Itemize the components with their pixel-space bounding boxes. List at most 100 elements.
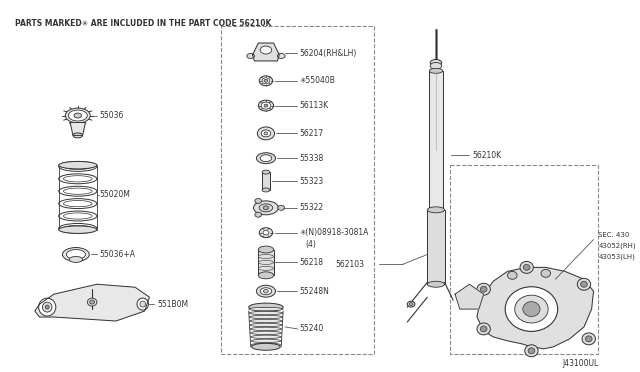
Ellipse shape (262, 170, 269, 174)
Ellipse shape (63, 213, 92, 219)
Ellipse shape (261, 130, 271, 137)
Ellipse shape (67, 250, 85, 259)
Ellipse shape (577, 278, 591, 290)
Ellipse shape (250, 331, 282, 334)
Ellipse shape (528, 348, 535, 354)
Ellipse shape (249, 307, 283, 311)
Ellipse shape (264, 132, 268, 135)
Ellipse shape (87, 298, 97, 306)
Ellipse shape (430, 60, 442, 66)
Ellipse shape (259, 204, 273, 212)
Ellipse shape (263, 206, 269, 210)
Ellipse shape (429, 212, 443, 217)
Text: 56218: 56218 (300, 258, 323, 267)
Ellipse shape (63, 201, 92, 207)
Ellipse shape (257, 127, 275, 140)
Ellipse shape (63, 225, 92, 231)
Ellipse shape (252, 343, 280, 346)
Ellipse shape (409, 303, 413, 306)
Ellipse shape (69, 256, 83, 262)
Text: J43100UL: J43100UL (562, 359, 598, 368)
Text: (4): (4) (305, 240, 316, 249)
Text: 55322: 55322 (300, 203, 323, 212)
Ellipse shape (42, 302, 52, 312)
Ellipse shape (264, 289, 268, 293)
Ellipse shape (254, 308, 278, 312)
Ellipse shape (59, 161, 97, 171)
Text: 551B0M: 551B0M (157, 299, 188, 309)
Polygon shape (253, 43, 279, 61)
Ellipse shape (257, 153, 275, 164)
Text: 562103: 562103 (335, 260, 365, 269)
Ellipse shape (523, 302, 540, 317)
Ellipse shape (582, 333, 595, 345)
Text: SEC. 430: SEC. 430 (598, 232, 630, 238)
Ellipse shape (90, 300, 95, 304)
Text: 55323: 55323 (300, 177, 324, 186)
Text: 56217: 56217 (300, 129, 323, 138)
Ellipse shape (59, 161, 97, 169)
Ellipse shape (251, 339, 281, 343)
Bar (221, 26, 374, 354)
Text: 55036+A: 55036+A (100, 250, 136, 259)
Ellipse shape (520, 262, 533, 273)
Ellipse shape (429, 68, 443, 73)
Ellipse shape (260, 288, 271, 295)
Ellipse shape (250, 315, 282, 319)
Text: 55338: 55338 (300, 154, 324, 163)
Ellipse shape (74, 113, 82, 118)
Ellipse shape (262, 78, 269, 84)
Text: 55020M: 55020M (100, 190, 131, 199)
Bar (259, 250, 273, 275)
Ellipse shape (251, 335, 281, 339)
Ellipse shape (250, 323, 282, 327)
Ellipse shape (59, 174, 97, 184)
Ellipse shape (259, 266, 273, 270)
Ellipse shape (541, 269, 550, 277)
Ellipse shape (259, 272, 273, 279)
Ellipse shape (250, 319, 282, 323)
Text: 56204(RH&LH): 56204(RH&LH) (300, 48, 356, 58)
Polygon shape (477, 267, 593, 349)
Ellipse shape (278, 205, 285, 210)
Text: 55248N: 55248N (300, 287, 329, 296)
Ellipse shape (262, 188, 269, 192)
Ellipse shape (259, 228, 273, 238)
Ellipse shape (68, 110, 87, 121)
Ellipse shape (38, 298, 56, 316)
Ellipse shape (63, 176, 92, 182)
Ellipse shape (264, 79, 268, 82)
Ellipse shape (59, 199, 97, 209)
Ellipse shape (580, 281, 588, 287)
Ellipse shape (264, 104, 268, 107)
Text: 56210K: 56210K (472, 151, 501, 160)
Ellipse shape (586, 336, 592, 342)
Ellipse shape (259, 254, 273, 259)
Polygon shape (455, 284, 484, 309)
Polygon shape (35, 284, 149, 321)
Ellipse shape (255, 212, 262, 217)
Ellipse shape (260, 46, 271, 54)
Ellipse shape (481, 326, 487, 332)
Ellipse shape (524, 264, 530, 270)
Ellipse shape (59, 224, 97, 233)
Bar (428, 210, 445, 284)
Bar (451, 165, 598, 354)
Ellipse shape (477, 323, 490, 335)
Text: 55036: 55036 (100, 111, 124, 120)
Text: ✳55040B: ✳55040B (300, 76, 335, 85)
Ellipse shape (65, 108, 90, 123)
Ellipse shape (249, 311, 283, 315)
Ellipse shape (250, 327, 282, 331)
Text: PARTS MARKED✳ ARE INCLUDED IN THE PART CODE 56210K: PARTS MARKED✳ ARE INCLUDED IN THE PART C… (15, 19, 271, 28)
Ellipse shape (263, 230, 269, 235)
Ellipse shape (259, 246, 273, 253)
Ellipse shape (140, 301, 145, 307)
Ellipse shape (63, 188, 92, 194)
Ellipse shape (477, 283, 490, 295)
Ellipse shape (259, 100, 273, 111)
Ellipse shape (430, 62, 442, 69)
Ellipse shape (428, 207, 445, 213)
Ellipse shape (252, 343, 280, 350)
Ellipse shape (515, 295, 548, 323)
